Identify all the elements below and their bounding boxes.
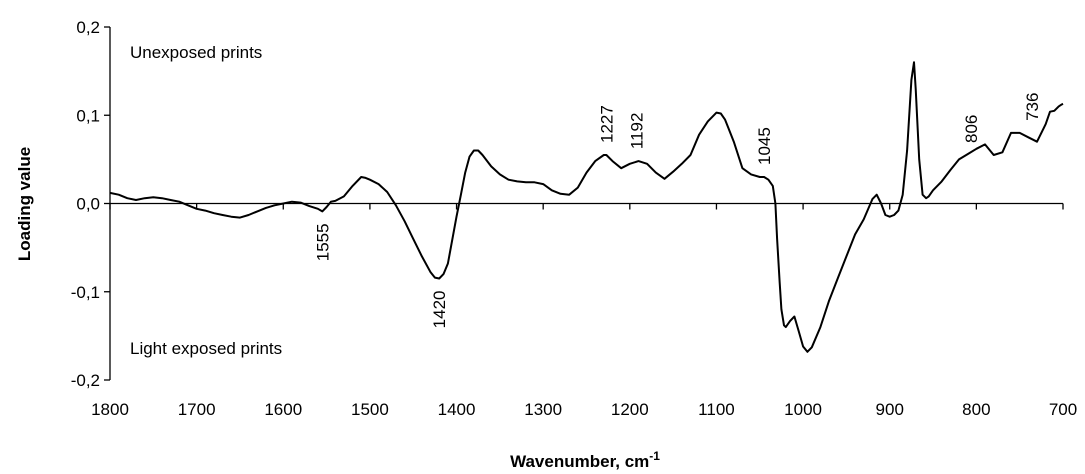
peak-label: 1420 (430, 291, 449, 329)
peak-label: 806 (962, 115, 981, 143)
y-ticks: -0,2 -0,1 0,0 0,1 0,2 (71, 18, 110, 390)
x-tick-label: 1300 (524, 400, 562, 419)
x-tick-label: 1800 (91, 400, 129, 419)
annotation-light-exposed: Light exposed prints (130, 339, 282, 358)
y-tick-label: 0,2 (76, 18, 100, 37)
x-tick-label: 1500 (351, 400, 389, 419)
axes-group (109, 27, 1063, 380)
y-tick-label: -0,1 (71, 283, 100, 302)
x-axis-title: Wavenumber, cm-1 (510, 449, 660, 471)
x-ticks: 1800 1700 1600 1500 1400 1300 1200 1100 1000 900 8… (91, 203, 1077, 419)
peak-label: 1227 (597, 105, 616, 143)
annotation-unexposed: Unexposed prints (130, 43, 262, 62)
x-tick-label: 800 (962, 400, 990, 419)
x-tick-label: 1700 (178, 400, 216, 419)
loading-curve (109, 61, 1064, 353)
peak-label: 1555 (313, 223, 332, 261)
x-tick-label: 900 (876, 400, 904, 419)
y-axis-title: Loading value (15, 147, 34, 261)
x-tick-label: 1400 (438, 400, 476, 419)
x-tick-label: 1000 (784, 400, 822, 419)
x-axis-title-superscript: -1 (649, 449, 660, 463)
y-tick-label: -0,2 (71, 371, 100, 390)
peak-label: 736 (1023, 93, 1042, 121)
x-tick-label: 700 (1049, 400, 1077, 419)
x-tick-label: 1100 (698, 400, 735, 419)
x-axis-title-text: Wavenumber, cm (510, 452, 649, 471)
peak-label: 1192 (628, 113, 647, 150)
x-tick-label: 1600 (264, 400, 302, 419)
peak-label: 1045 (755, 127, 774, 165)
peak-labels: 1555 1420 1227 1192 1045 806 736 (313, 93, 1042, 329)
y-tick-label: 0,1 (76, 106, 100, 125)
y-tick-label: 0,0 (76, 195, 100, 214)
x-tick-label: 1200 (611, 400, 649, 419)
